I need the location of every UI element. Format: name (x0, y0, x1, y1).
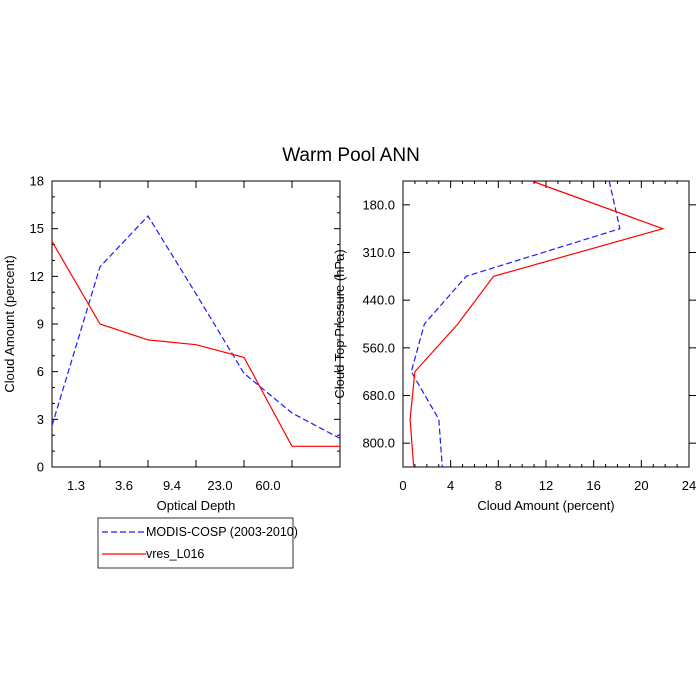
left-x-tick-label: 9.4 (163, 478, 181, 493)
left-plot-frame (51, 180, 341, 468)
legend-label-modis: MODIS-COSP (2003-2010) (146, 525, 298, 539)
right-x-tick-label: 24 (682, 478, 696, 493)
optical-depth-panel: 0 3 6 9 12 15 18 1.3 3.6 9.4 23.0 60.0 Optical Dept… (2, 174, 341, 513)
right-x-axis-label: Cloud Amount (percent) (477, 498, 614, 513)
left-x-tick-label: 23.0 (207, 478, 232, 493)
right-x-tick-label: 12 (539, 478, 553, 493)
left-axis-ticks: 0 3 6 9 12 15 18 1.3 3.6 9.4 23.0 60.0 (30, 174, 340, 493)
cloud-top-pressure-panel: 0 4 8 12 16 20 24 180.0 310.0 440.0 560.0 680.0 800.… (332, 180, 696, 513)
right-plot-frame (402, 180, 690, 468)
right-series-lines (409, 180, 665, 468)
left-y-tick-label: 3 (37, 412, 44, 427)
left-series-line-1 (51, 241, 340, 447)
legend-label-vres: vres_L016 (146, 547, 204, 561)
right-x-tick-label: 8 (495, 478, 502, 493)
page-title: Warm Pool ANN (282, 145, 420, 166)
right-y-tick-label: 440.0 (362, 293, 395, 308)
left-y-tick-label: 9 (37, 317, 44, 332)
right-y-tick-label: 680.0 (362, 388, 395, 403)
right-series-line-1 (409, 180, 665, 468)
right-series-line-0 (410, 180, 621, 468)
legend-box (97, 517, 294, 569)
right-x-tick-label: 16 (586, 478, 600, 493)
right-x-tick-label: 4 (447, 478, 454, 493)
right-y-tick-label: 560.0 (362, 340, 395, 355)
left-x-tick-label: 1.3 (67, 478, 85, 493)
left-series-line-0 (51, 215, 341, 439)
left-y-tick-label: 18 (30, 174, 44, 189)
right-x-tick-label: 20 (634, 478, 648, 493)
right-y-tick-label: 800.0 (362, 436, 395, 451)
left-y-axis-label: Cloud Amount (percent) (2, 255, 17, 392)
right-y-tick-label: 310.0 (362, 245, 395, 260)
left-series-lines (51, 215, 341, 447)
right-y-axis-label: Cloud Top Pressure (hPa) (332, 249, 347, 398)
right-axis-ticks: 0 4 8 12 16 20 24 180.0 310.0 440.0 560.0 680.0 800.… (362, 181, 696, 493)
left-y-tick-label: 15 (30, 221, 44, 236)
right-y-tick-label: 180.0 (362, 197, 395, 212)
right-x-tick-label: 0 (399, 478, 406, 493)
left-y-tick-label: 6 (37, 364, 44, 379)
left-y-tick-label: 0 (37, 460, 44, 475)
left-x-tick-label: 60.0 (255, 478, 280, 493)
left-x-axis-label: Optical Depth (157, 498, 236, 513)
left-y-tick-label: 12 (30, 269, 44, 284)
left-x-tick-label: 3.6 (115, 478, 133, 493)
legend: MODIS-COSP (2003-2010) vres_L016 (97, 517, 298, 569)
